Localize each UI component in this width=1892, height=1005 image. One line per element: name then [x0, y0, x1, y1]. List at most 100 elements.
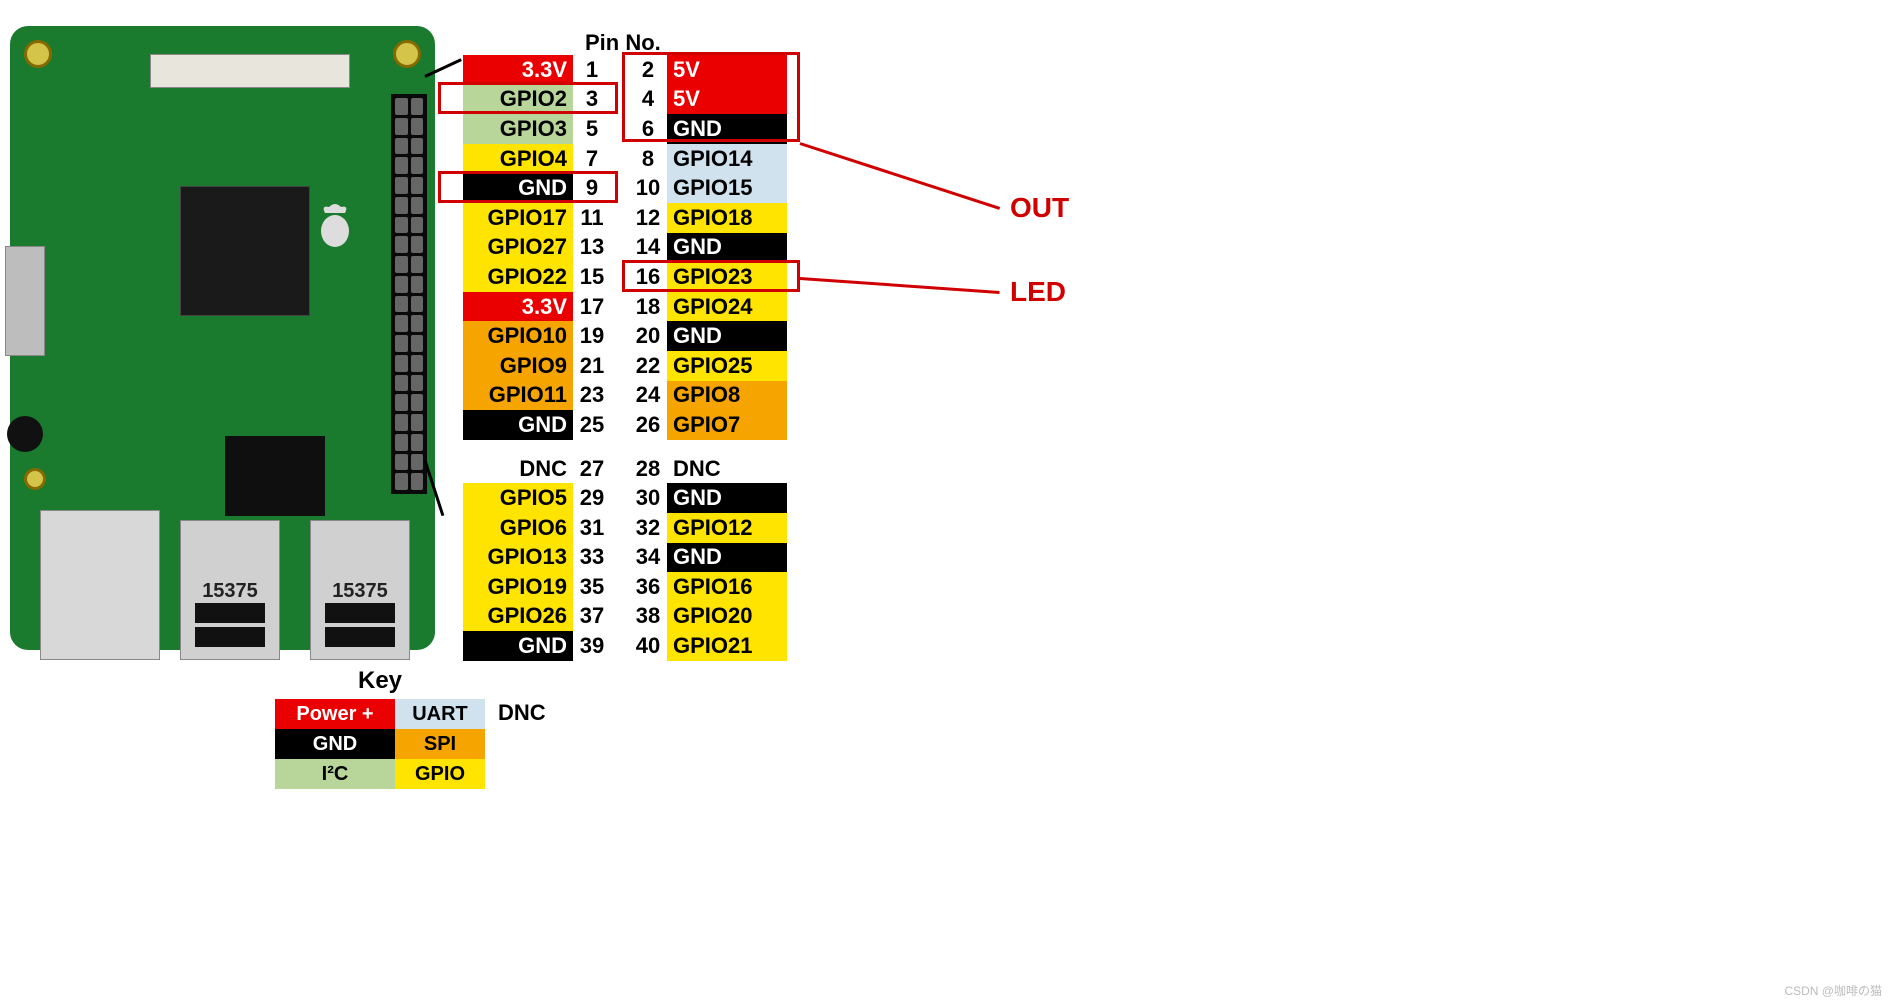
pin-right-label: GPIO16: [667, 572, 787, 602]
pin-gap: [611, 381, 629, 411]
pin-right-label: GPIO20: [667, 602, 787, 632]
pin-right-label: GPIO18: [667, 203, 787, 233]
pin-right-number: 14: [629, 233, 667, 263]
pin-right-number: 12: [629, 203, 667, 233]
header-pin: [395, 454, 408, 471]
gpio-header: [391, 94, 427, 494]
pin-gap: [611, 483, 629, 513]
pin-row: GPIO478GPIO14: [463, 144, 787, 174]
usb-slot: [325, 603, 395, 623]
pin-left-number: 23: [573, 381, 611, 411]
header-pin: [411, 118, 424, 135]
pin-right-label: GPIO14: [667, 144, 787, 174]
header-pin: [411, 138, 424, 155]
header-pin: [395, 118, 408, 135]
pin-right-number: 10: [629, 173, 667, 203]
pin-left-label: GPIO11: [463, 381, 573, 411]
header-pin: [395, 335, 408, 352]
pin-right-label: GND: [667, 114, 787, 144]
pin-left-label: GPIO9: [463, 351, 573, 381]
header-pin: [411, 315, 424, 332]
pin-right-label: GND: [667, 233, 787, 263]
pin-row: GPIO263738GPIO20: [463, 602, 787, 632]
header-pin: [411, 157, 424, 174]
header-pin: [411, 454, 424, 471]
pin-left-number: 13: [573, 233, 611, 263]
pin-left-number: 27: [573, 454, 611, 484]
pin-left-number: 5: [573, 114, 611, 144]
header-pin: [411, 434, 424, 451]
ethernet-port: [40, 510, 160, 660]
callout-line-out: [800, 142, 1001, 210]
pin-right-number: 4: [629, 85, 667, 115]
pin-gap: [611, 55, 629, 85]
header-pin: [395, 157, 408, 174]
pin-left-number: 11: [573, 203, 611, 233]
pin-left-label: GPIO26: [463, 602, 573, 632]
pin-row: 3.3V125V: [463, 55, 787, 85]
pin-gap: [611, 454, 629, 484]
header-pin: [411, 394, 424, 411]
pin-right-number: 36: [629, 572, 667, 602]
pin-left-number: 25: [573, 410, 611, 440]
pin-gap: [611, 173, 629, 203]
pin-gap: [611, 262, 629, 292]
pin-right-number: 6: [629, 114, 667, 144]
pin-left-number: 37: [573, 602, 611, 632]
usb-slot: [195, 627, 265, 647]
pin-right-number: 24: [629, 381, 667, 411]
legend-item: I²C: [275, 759, 395, 789]
pin-row: GPIO133334GND: [463, 543, 787, 573]
header-pin: [395, 414, 408, 431]
header-pin: [411, 276, 424, 293]
pin-right-label: GND: [667, 483, 787, 513]
header-pin: [411, 98, 424, 115]
pin-gap: [611, 631, 629, 661]
pin-right-label: GPIO12: [667, 513, 787, 543]
legend-item: UART: [395, 699, 485, 729]
pin-right-label: GPIO7: [667, 410, 787, 440]
pin-right-number: 18: [629, 292, 667, 322]
pin-right-label: GPIO23: [667, 262, 787, 292]
header-pin: [411, 177, 424, 194]
header-pin: [395, 138, 408, 155]
header-pin: [395, 236, 408, 253]
pin-right-label: GPIO8: [667, 381, 787, 411]
legend-grid: Power +UARTGNDSPII²CGPIO: [275, 699, 485, 789]
watermark: CSDN @咖啡の猫: [1784, 982, 1882, 999]
pin-left-label: GND: [463, 173, 573, 203]
pin-row: DNC2728DNC: [463, 454, 787, 484]
usb-label: 15375: [332, 580, 388, 603]
pin-left-number: 3: [573, 85, 611, 115]
pin-gap: [611, 572, 629, 602]
pin-left-number: 7: [573, 144, 611, 174]
hdmi-port: [5, 246, 45, 356]
pin-gap: [611, 321, 629, 351]
pin-row: GND2526GPIO7: [463, 410, 787, 440]
pin-right-label: GPIO24: [667, 292, 787, 322]
pin-row: GPIO1711 12GPIO18: [463, 203, 787, 233]
pin-left-label: GPIO17: [463, 203, 573, 233]
pin-right-number: 40: [629, 631, 667, 661]
pin-gap: [611, 233, 629, 263]
header-pin: [395, 296, 408, 313]
pin-right-number: 2: [629, 55, 667, 85]
pin-gap: [611, 203, 629, 233]
pin-row: GPIO52930GND: [463, 483, 787, 513]
pin-left-label: GPIO5: [463, 483, 573, 513]
legend-item: Power +: [275, 699, 395, 729]
pin-left-label: GPIO27: [463, 233, 573, 263]
pin-right-number: 34: [629, 543, 667, 573]
pin-gap: [611, 513, 629, 543]
pin-right-label: GPIO15: [667, 173, 787, 203]
usb-port: 15375: [180, 520, 280, 660]
pin-left-label: 3.3V: [463, 292, 573, 322]
pin-row: GPIO2345V: [463, 85, 787, 115]
pi-logo-icon: [315, 201, 355, 249]
pin-row: GND910GPIO15: [463, 173, 787, 203]
header-pin: [411, 296, 424, 313]
pin-right-label: GND: [667, 321, 787, 351]
pin-row: GPIO193536GPIO16: [463, 572, 787, 602]
legend-title: Key: [275, 667, 485, 695]
callout-label-out: OUT: [1010, 192, 1069, 224]
